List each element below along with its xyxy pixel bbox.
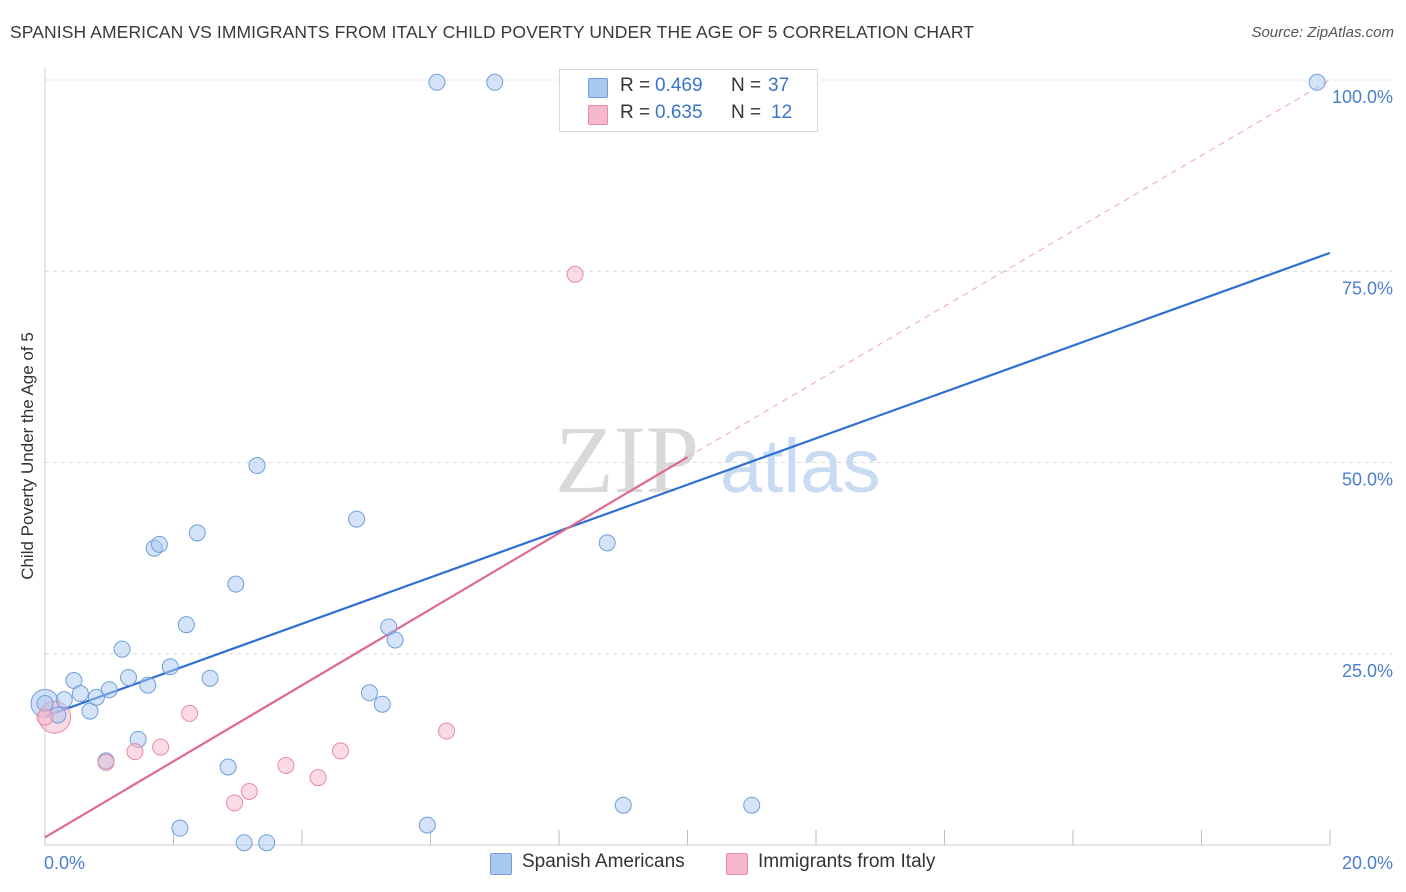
data-points [30,73,1326,852]
point-italy-immigrant [438,722,456,740]
point-spanish-american [486,73,504,91]
point-spanish-american [1308,73,1326,91]
point-spanish-american [177,616,195,634]
point-spanish-american [219,758,237,776]
point-italy-immigrant [126,743,144,761]
y-tick-label: 100.0% [1332,87,1393,107]
point-spanish-american [373,695,391,713]
point-italy-immigrant [152,738,170,756]
trend-line-italy [44,456,689,839]
point-italy-immigrant [226,794,244,812]
point-spanish-american [139,676,157,694]
point-spanish-american [100,681,118,699]
point-spanish-american [161,658,179,676]
point-spanish-american [360,684,378,702]
legend-r-value: 0.469 [655,75,703,96]
point-spanish-american [87,688,105,706]
point-spanish-american [71,685,89,703]
point-italy-immigrant [240,782,258,800]
legend-n-label: N = [731,102,762,123]
source-label: Source: ZipAtlas.com [1251,24,1394,41]
watermark-atlas: atlas [720,424,881,509]
point-italy-immigrant [309,769,327,787]
point-spanish-american [201,669,219,687]
stats-legend: R = 0.469 N = 37 R = 0.635 N = 12 [559,69,818,132]
legend-r-label: R = [620,102,651,123]
bottom-legend-italy: Immigrants from Italy [726,851,935,875]
chart-title: SPANISH AMERICAN VS IMMIGRANTS FROM ITAL… [10,22,975,42]
legend-swatch-pink [588,105,608,125]
y-tick-label: 25.0% [1342,661,1393,681]
point-spanish-american [150,535,168,553]
bottom-legend-spanish: Spanish Americans [490,851,685,875]
point-spanish-american [348,510,366,528]
trend-line-extension [687,79,1331,458]
grid-lines [45,79,1392,655]
point-spanish-american [743,796,761,814]
point-spanish-american [614,796,632,814]
legend-n-label: N = [731,75,762,96]
point-spanish-american [171,819,189,837]
point-spanish-american [188,524,206,542]
bottom-legend-label: Immigrants from Italy [758,851,936,872]
point-spanish-american [113,640,131,658]
bottom-legend-label: Spanish Americans [522,851,685,872]
legend-n-value: 12 [771,102,793,123]
point-italy-immigrant [566,265,584,283]
legend-n-value: 37 [768,75,790,96]
legend-r-value: 0.635 [655,102,703,123]
watermark: ZIP atlas [555,406,881,513]
point-spanish-american [598,534,616,552]
x-tick-label: 0.0% [44,853,85,873]
point-spanish-american [258,834,276,852]
y-tick-label: 75.0% [1342,278,1393,298]
point-spanish-american [235,834,253,852]
trend-line-spanish [44,251,1331,718]
point-spanish-american [386,631,404,649]
y-tick-label: 50.0% [1342,470,1393,490]
point-spanish-american [428,73,446,91]
point-italy-immigrant [181,704,199,722]
trend-lines [44,79,1331,839]
legend-r-label: R = [620,75,651,96]
bottom-legend-swatch-blue [490,853,512,875]
point-italy-immigrant [97,753,115,771]
legend-swatch-blue [588,78,608,98]
tick-labels: 100.0% 75.0% 50.0% 25.0% 0.0% 20.0% [44,87,1393,873]
point-spanish-american [227,575,245,593]
point-italy-immigrant [36,708,54,726]
point-italy-immigrant [332,742,350,760]
point-spanish-american [55,691,73,709]
point-italy-immigrant [277,756,295,774]
point-spanish-american [81,702,99,720]
point-spanish-american [248,457,266,475]
watermark-zip: ZIP [555,406,699,513]
x-tick-label: 20.0% [1342,853,1393,873]
point-spanish-american [120,668,138,686]
point-spanish-american [418,816,436,834]
bottom-legend-swatch-pink [726,853,748,875]
